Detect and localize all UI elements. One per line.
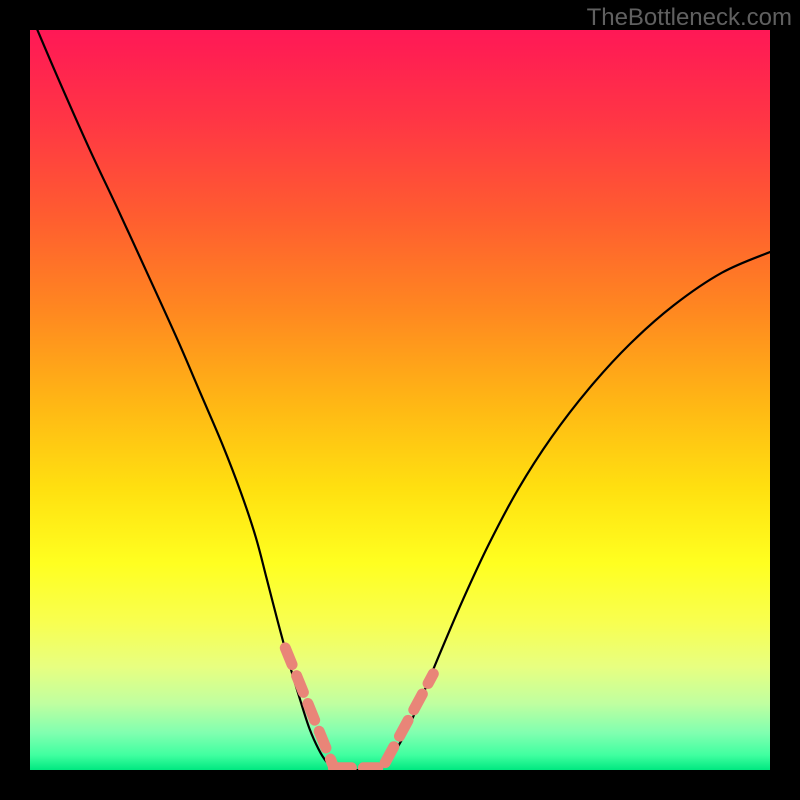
plot-area — [30, 30, 770, 770]
bottleneck-curve-svg — [30, 30, 770, 770]
watermark-label: TheBottleneck.com — [587, 4, 792, 32]
chart-stage: TheBottleneck.com — [0, 0, 800, 800]
